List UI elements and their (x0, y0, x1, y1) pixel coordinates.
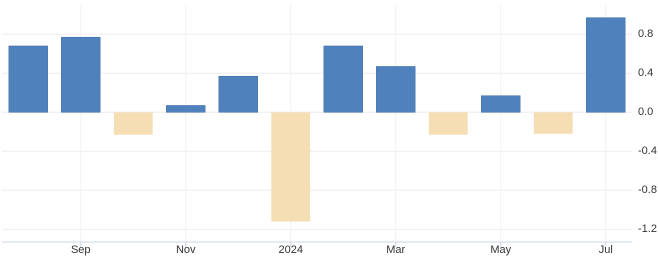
bar (533, 112, 573, 134)
x-tick-label: Sep (71, 244, 91, 256)
bar (61, 36, 101, 113)
bar (428, 112, 468, 135)
y-tick-label: 0.4 (638, 67, 653, 79)
bar (481, 95, 521, 113)
bar (323, 45, 363, 113)
bar (376, 66, 416, 113)
x-tick-label: 2024 (279, 244, 303, 256)
bar (8, 45, 48, 113)
y-tick-label: -0.4 (638, 145, 657, 157)
x-tick-label: Nov (176, 244, 196, 256)
bar (586, 17, 626, 113)
bar (271, 112, 311, 222)
y-tick-label: -0.8 (638, 184, 657, 196)
y-tick-label: -1.2 (638, 223, 657, 235)
bar (113, 112, 153, 135)
x-tick-label: Jul (599, 244, 613, 256)
x-tick-label: May (490, 244, 511, 256)
y-tick-label: 0.0 (638, 106, 653, 118)
bar (166, 105, 206, 113)
bar (218, 75, 258, 113)
x-tick-label: Mar (386, 244, 405, 256)
y-tick-label: 0.8 (638, 28, 653, 40)
